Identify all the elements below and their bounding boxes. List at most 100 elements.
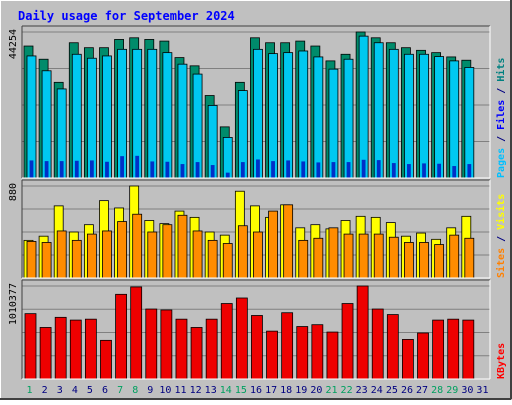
x-tick-label-day-16: 16 — [250, 385, 262, 396]
bar-files-day-23 — [358, 35, 369, 179]
bar-files-day-5 — [86, 57, 97, 179]
x-tick-label-day-12: 12 — [190, 385, 202, 396]
bar-sites-day-19 — [298, 239, 309, 279]
bar-kbytes-day-5 — [84, 318, 97, 380]
bar-files-day-4 — [71, 53, 82, 179]
bar-pages-day-13 — [210, 165, 215, 179]
bar-files-day-26 — [404, 53, 414, 179]
bar-sites-day-14 — [222, 243, 233, 279]
bar-kbytes-day-17 — [266, 330, 278, 380]
bar-pages-day-21 — [331, 162, 336, 179]
bar-pages-day-11 — [180, 164, 185, 179]
bar-files-day-6 — [102, 55, 112, 179]
bar-kbytes-day-22 — [341, 303, 354, 380]
legend-part: KBytes — [496, 343, 507, 379]
bar-kbytes-day-28 — [432, 319, 445, 380]
bar-pages-day-10 — [165, 161, 170, 179]
bar-sites-day-23 — [358, 233, 369, 279]
bar-pages-day-8 — [135, 155, 140, 179]
x-tick-label-day-25: 25 — [386, 385, 398, 396]
bar-pages-day-27 — [422, 163, 426, 179]
bar-files-day-18 — [283, 52, 294, 179]
bar-pages-day-30 — [467, 164, 472, 179]
bar-kbytes-day-8 — [130, 286, 143, 380]
bar-kbytes-day-10 — [160, 309, 173, 380]
bar-pages-day-16 — [256, 159, 260, 179]
bar-kbytes-day-16 — [251, 315, 263, 380]
bar-sites-day-24 — [373, 233, 384, 279]
bar-pages-day-1 — [29, 160, 34, 179]
bar-pages-day-18 — [286, 160, 291, 179]
bar-sites-day-30 — [464, 237, 475, 279]
legend-part: / — [496, 82, 507, 100]
panel-middle: 880 Sites / Visits — [8, 179, 507, 279]
x-tick-label-day-6: 6 — [102, 385, 108, 396]
bar-pages-day-26 — [407, 164, 411, 179]
bar-kbytes-day-20 — [311, 324, 324, 380]
x-tick-label-day-5: 5 — [87, 385, 93, 396]
bar-kbytes-day-13 — [205, 318, 218, 380]
x-tick-label-day-31: 31 — [476, 385, 488, 396]
bar-pages-day-25 — [391, 163, 396, 179]
bar-files-day-24 — [373, 42, 384, 179]
x-tick-label-day-3: 3 — [57, 385, 63, 396]
x-tick-label-day-24: 24 — [371, 385, 383, 396]
bar-pages-day-7 — [120, 156, 124, 179]
bar-kbytes-day-30 — [462, 319, 475, 380]
bar-kbytes-day-18 — [281, 312, 294, 380]
bar-sites-day-12 — [192, 230, 203, 279]
panel-bottom: 1010377 KBytes — [8, 279, 507, 380]
bar-kbytes-day-11 — [175, 318, 188, 380]
x-tick-label-day-29: 29 — [446, 385, 458, 396]
x-tick-label-day-11: 11 — [174, 385, 186, 396]
bar-sites-day-26 — [404, 242, 414, 279]
chart-title: Daily usage for September 2024 — [18, 9, 235, 23]
x-tick-label-day-1: 1 — [27, 385, 33, 396]
bar-sites-day-10 — [162, 224, 173, 279]
x-tick-label-day-15: 15 — [235, 385, 247, 396]
x-tick-label-day-27: 27 — [416, 385, 428, 396]
bar-sites-day-21 — [328, 227, 339, 279]
bar-sites-day-1 — [26, 241, 37, 279]
bar-pages-day-14 — [225, 172, 230, 179]
bar-kbytes-day-14 — [220, 303, 233, 380]
bar-files-day-16 — [253, 48, 263, 179]
bar-pages-day-15 — [240, 162, 245, 179]
bar-pages-day-2 — [44, 161, 49, 179]
legend-part: Pages — [496, 148, 507, 178]
bar-sites-day-11 — [177, 214, 188, 279]
bar-sites-day-15 — [237, 225, 248, 279]
x-tick-label-day-30: 30 — [461, 385, 473, 396]
x-tick-label-day-8: 8 — [132, 385, 138, 396]
bar-sites-day-27 — [419, 242, 429, 279]
bar-files-day-1 — [26, 55, 37, 179]
bar-pages-day-24 — [376, 160, 381, 179]
bar-sites-day-22 — [343, 233, 354, 279]
bar-sites-day-29 — [449, 234, 460, 279]
bar-kbytes-day-24 — [371, 308, 384, 380]
bar-files-day-20 — [313, 56, 324, 179]
bar-files-day-17 — [268, 53, 278, 179]
legend-part: / — [496, 230, 507, 248]
legend-part: Files — [495, 100, 507, 130]
x-tick-label-day-14: 14 — [220, 385, 232, 396]
bar-files-day-30 — [464, 67, 475, 179]
legend-part: / — [496, 130, 507, 148]
bar-files-day-14 — [222, 137, 233, 179]
bar-sites-day-6 — [102, 230, 112, 279]
x-tick-label-day-4: 4 — [72, 385, 78, 396]
bar-kbytes-day-15 — [235, 297, 248, 380]
bar-files-day-21 — [328, 68, 339, 179]
bar-kbytes-day-12 — [190, 327, 203, 380]
chart-panels: 44254 Pages / Files / Hits 880 Sites / Visi… — [8, 25, 507, 380]
legend-part: Visits — [495, 194, 507, 230]
bar-sites-day-28 — [434, 244, 445, 279]
bar-kbytes-day-19 — [296, 326, 309, 380]
x-tick-label-day-9: 9 — [147, 385, 153, 396]
x-axis: 1 2 3 4 5 6 7 8 9 10 11 12 13 14 15 16 17 18 19 20 21 22 23 24 2… — [27, 385, 489, 396]
bar-sites-day-9 — [147, 231, 158, 279]
panel-top: 44254 Pages / Files / Hits — [8, 25, 507, 179]
bar-files-day-28 — [434, 56, 445, 179]
